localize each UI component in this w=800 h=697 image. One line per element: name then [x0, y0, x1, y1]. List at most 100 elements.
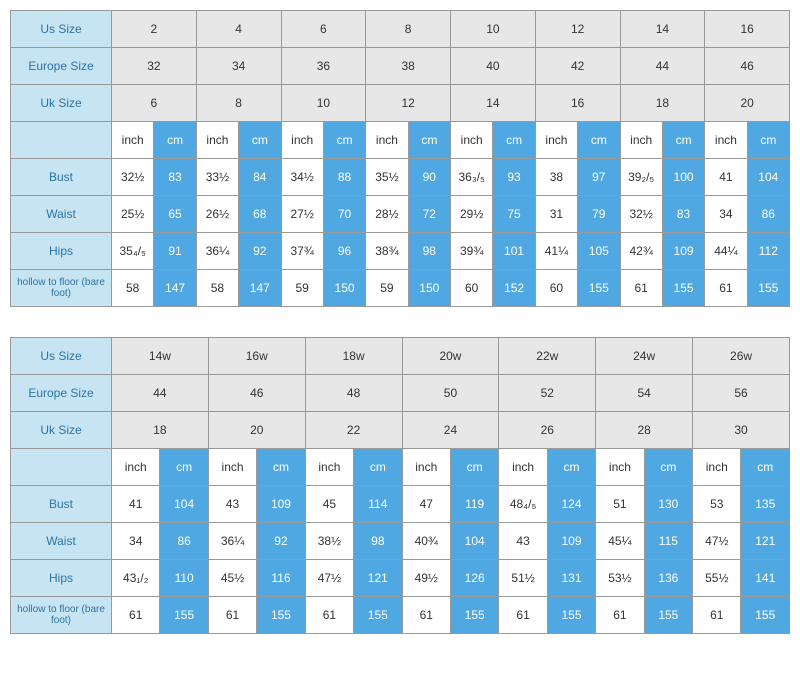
hollow-inch: 61	[112, 597, 160, 634]
hips-inch: 39¾	[451, 233, 493, 270]
hollow-cm: 155	[257, 597, 305, 634]
europe-size: 36	[281, 48, 366, 85]
waist-inch: 40¾	[402, 523, 450, 560]
unit-cm: cm	[741, 449, 790, 486]
unit-inch: inch	[705, 122, 747, 159]
bust-inch: 36₃/₅	[451, 159, 493, 196]
label-us: Us Size	[11, 338, 112, 375]
waist-cm: 115	[644, 523, 692, 560]
unit-blank	[11, 449, 112, 486]
hollow-inch: 59	[281, 270, 323, 307]
europe-size: 38	[366, 48, 451, 85]
hollow-inch: 60	[451, 270, 493, 307]
unit-cm: cm	[662, 122, 704, 159]
hips-cm: 110	[160, 560, 208, 597]
hollow-cm: 155	[354, 597, 402, 634]
us-size: 8	[366, 11, 451, 48]
us-size: 4	[196, 11, 281, 48]
bust-cm: 104	[160, 486, 208, 523]
unit-inch: inch	[112, 449, 160, 486]
hollow-cm: 155	[547, 597, 595, 634]
us-size: 12	[535, 11, 620, 48]
uk-size: 30	[693, 412, 790, 449]
unit-inch: inch	[499, 449, 547, 486]
waist-inch: 26½	[196, 196, 238, 233]
europe-size: 50	[402, 375, 499, 412]
unit-inch: inch	[620, 122, 662, 159]
uk-size: 12	[366, 85, 451, 122]
hips-cm: 105	[578, 233, 620, 270]
bust-cm: 90	[408, 159, 450, 196]
us-size: 2	[112, 11, 197, 48]
waist-inch: 27½	[281, 196, 323, 233]
hollow-inch: 61	[305, 597, 353, 634]
unit-cm: cm	[323, 122, 365, 159]
bust-inch: 38	[535, 159, 577, 196]
uk-size: 18	[112, 412, 209, 449]
europe-size: 32	[112, 48, 197, 85]
europe-size: 48	[305, 375, 402, 412]
hips-cm: 109	[662, 233, 704, 270]
us-size: 16w	[208, 338, 305, 375]
table2: Us Size14w16w18w20w22w24w26wEurope Size4…	[10, 337, 790, 634]
hollow-inch: 61	[596, 597, 644, 634]
hollow-cm: 150	[408, 270, 450, 307]
waist-cm: 86	[160, 523, 208, 560]
us-size: 16	[705, 11, 790, 48]
hips-cm: 91	[154, 233, 196, 270]
hips-inch: 41¼	[535, 233, 577, 270]
label-waist: Waist	[11, 196, 112, 233]
unit-inch: inch	[281, 122, 323, 159]
unit-blank	[11, 122, 112, 159]
waist-inch: 29½	[451, 196, 493, 233]
uk-size: 18	[620, 85, 705, 122]
hips-inch: 42¾	[620, 233, 662, 270]
uk-size: 16	[535, 85, 620, 122]
bust-inch: 33½	[196, 159, 238, 196]
waist-inch: 32½	[620, 196, 662, 233]
unit-cm: cm	[408, 122, 450, 159]
waist-cm: 65	[154, 196, 196, 233]
unit-cm: cm	[644, 449, 692, 486]
unit-inch: inch	[402, 449, 450, 486]
us-size: 14w	[112, 338, 209, 375]
label-waist: Waist	[11, 523, 112, 560]
waist-cm: 98	[354, 523, 402, 560]
unit-cm: cm	[493, 122, 535, 159]
waist-cm: 70	[323, 196, 365, 233]
waist-inch: 38½	[305, 523, 353, 560]
hips-cm: 96	[323, 233, 365, 270]
hips-inch: 51½	[499, 560, 547, 597]
waist-inch: 34	[112, 523, 160, 560]
unit-inch: inch	[208, 449, 256, 486]
bust-cm: 93	[493, 159, 535, 196]
hollow-cm: 147	[239, 270, 281, 307]
label-hips: Hips	[11, 560, 112, 597]
hollow-cm: 155	[450, 597, 498, 634]
unit-inch: inch	[596, 449, 644, 486]
uk-size: 6	[112, 85, 197, 122]
uk-size: 20	[705, 85, 790, 122]
hips-inch: 47½	[305, 560, 353, 597]
unit-inch: inch	[535, 122, 577, 159]
bust-inch: 35½	[366, 159, 408, 196]
hollow-cm: 155	[644, 597, 692, 634]
bust-cm: 124	[547, 486, 595, 523]
hips-cm: 98	[408, 233, 450, 270]
hollow-cm: 155	[747, 270, 789, 307]
bust-inch: 48₄/₅	[499, 486, 547, 523]
hollow-cm: 155	[160, 597, 208, 634]
label-europe: Europe Size	[11, 48, 112, 85]
bust-inch: 34½	[281, 159, 323, 196]
unit-cm: cm	[547, 449, 595, 486]
bust-inch: 41	[112, 486, 160, 523]
uk-size: 28	[596, 412, 693, 449]
us-size: 18w	[305, 338, 402, 375]
bust-cm: 97	[578, 159, 620, 196]
uk-size: 10	[281, 85, 366, 122]
hollow-inch: 61	[693, 597, 741, 634]
hollow-inch: 58	[196, 270, 238, 307]
unit-inch: inch	[305, 449, 353, 486]
waist-inch: 43	[499, 523, 547, 560]
hollow-cm: 147	[154, 270, 196, 307]
